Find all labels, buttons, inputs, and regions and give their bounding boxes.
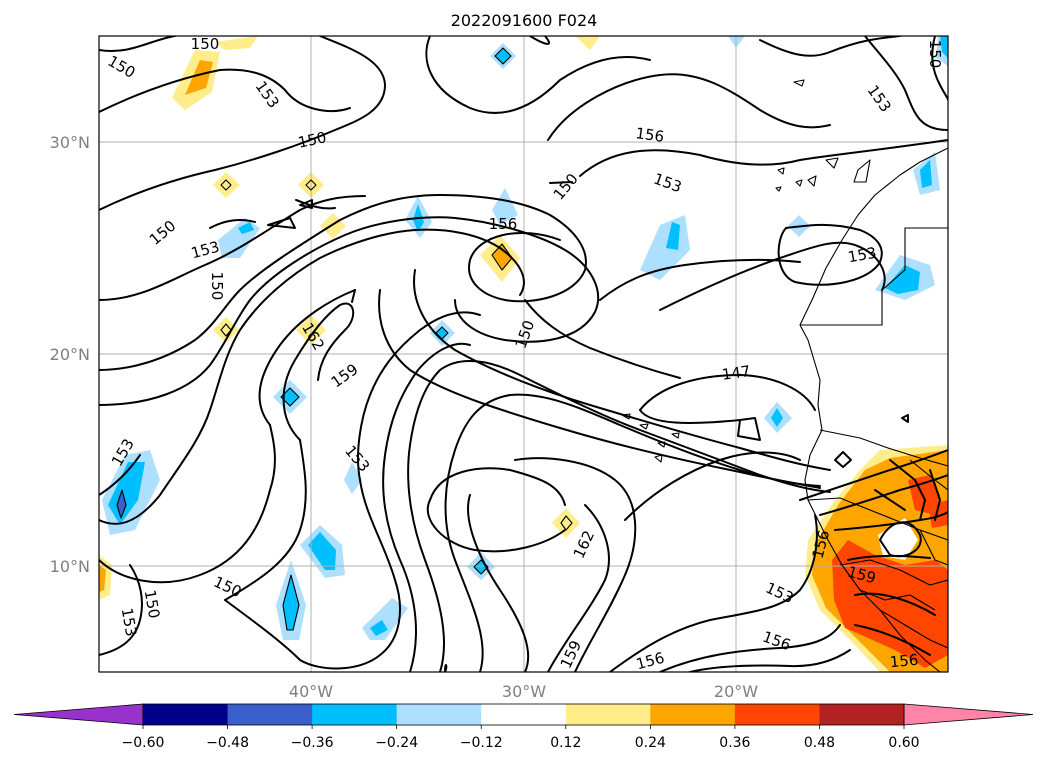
- colorbar-swatch: [312, 704, 398, 725]
- contour-label: 156: [634, 124, 665, 146]
- colorbar-tick-label: −0.60: [122, 735, 165, 751]
- negative-anomaly-region: [666, 222, 680, 250]
- contour-label: 150: [926, 40, 944, 69]
- colorbar-tick-label: 0.24: [635, 735, 666, 751]
- positive-anomaly-region: [185, 60, 213, 95]
- contour-label: 150: [296, 128, 328, 152]
- colorbar-tick-label: −0.24: [375, 735, 418, 751]
- contour-label: 153: [118, 607, 141, 638]
- colorbar-tick-label: −0.36: [291, 735, 334, 751]
- colorbar-tick-label: 0.48: [804, 735, 835, 751]
- map-frame: [98, 35, 949, 673]
- colorbar-tick-label: 0.60: [888, 735, 919, 751]
- colorbar-tick-label: −0.48: [206, 735, 249, 751]
- positive-anomaly-region: [215, 36, 258, 50]
- negative-anomaly-region: [344, 462, 362, 494]
- colorbar-swatch: [143, 704, 229, 725]
- colorbar-swatch: [734, 704, 820, 725]
- axis-labels: 40°W 30°W 20°W 30°N 20°N 10°N: [50, 133, 759, 701]
- positive-anomaly-region: [575, 36, 600, 50]
- lat-label-30n: 30°N: [50, 133, 90, 152]
- map-title: 2022091600 F024: [451, 11, 598, 30]
- negative-anomaly-region: [940, 36, 948, 58]
- negative-anomaly-region: [370, 620, 388, 636]
- colorbar-extend-low: [13, 703, 144, 726]
- contour-label: 156: [489, 215, 518, 233]
- negative-anomaly-region: [492, 188, 518, 225]
- lon-label-40w: 40°W: [289, 682, 333, 701]
- contour-label: 153: [847, 244, 878, 267]
- lat-label-10n: 10°N: [50, 557, 90, 576]
- positive-anomaly-region: [928, 500, 948, 528]
- contour-label: 150: [141, 589, 164, 620]
- contour-label: 147: [721, 362, 752, 384]
- lon-label-30w: 30°W: [502, 682, 546, 701]
- colorbar-frame: [142, 703, 905, 726]
- colorbar-swatch: [481, 704, 567, 725]
- contour-label: 150: [208, 272, 226, 301]
- negative-anomaly-region: [283, 575, 299, 630]
- colorbar-swatch: [650, 704, 736, 725]
- positive-anomaly-region: [213, 172, 240, 198]
- positive-anomaly-region: [552, 508, 580, 538]
- negative-anomaly-region: [308, 532, 336, 570]
- colorbar-tick-label: 0.36: [719, 735, 750, 751]
- contour-label: 156: [634, 649, 666, 674]
- shaded-field: [99, 36, 948, 672]
- negative-anomaly-region: [920, 160, 932, 188]
- colorbar-swatch: [565, 704, 651, 725]
- negative-anomaly-region: [885, 265, 920, 294]
- colorbar-swatch: [819, 704, 905, 725]
- colorbar: −0.60 −0.48 −0.36 −0.24 −0.12 0.12 0.24 0.36 0.4…: [13, 703, 1034, 751]
- negative-anomaly-region: [771, 408, 783, 427]
- colorbar-tick-label: −0.12: [460, 735, 503, 751]
- colorbar-swatch: [396, 704, 482, 725]
- positive-anomaly-region: [832, 540, 948, 668]
- colorbar-swatch: [227, 704, 313, 725]
- colorbar-tick-label: 0.12: [550, 735, 581, 751]
- negative-anomaly-region: [238, 222, 254, 234]
- positive-anomaly-hole: [878, 518, 918, 560]
- positive-anomaly-region: [99, 565, 106, 592]
- positive-anomaly-region: [213, 317, 239, 343]
- colorbar-extend-high: [903, 703, 1034, 726]
- height-contours: [99, 36, 948, 672]
- map-panel: 150 153 150 153 156 150 153 150 153 156 …: [99, 35, 948, 674]
- lat-label-20n: 20°N: [50, 345, 90, 364]
- contour-label: 156: [889, 651, 919, 671]
- lon-label-20w: 20°W: [714, 682, 758, 701]
- anomaly-outlines: [116, 47, 573, 631]
- contour-label: 150: [191, 35, 220, 53]
- negative-anomaly-region: [108, 462, 145, 525]
- graticule: [99, 36, 948, 672]
